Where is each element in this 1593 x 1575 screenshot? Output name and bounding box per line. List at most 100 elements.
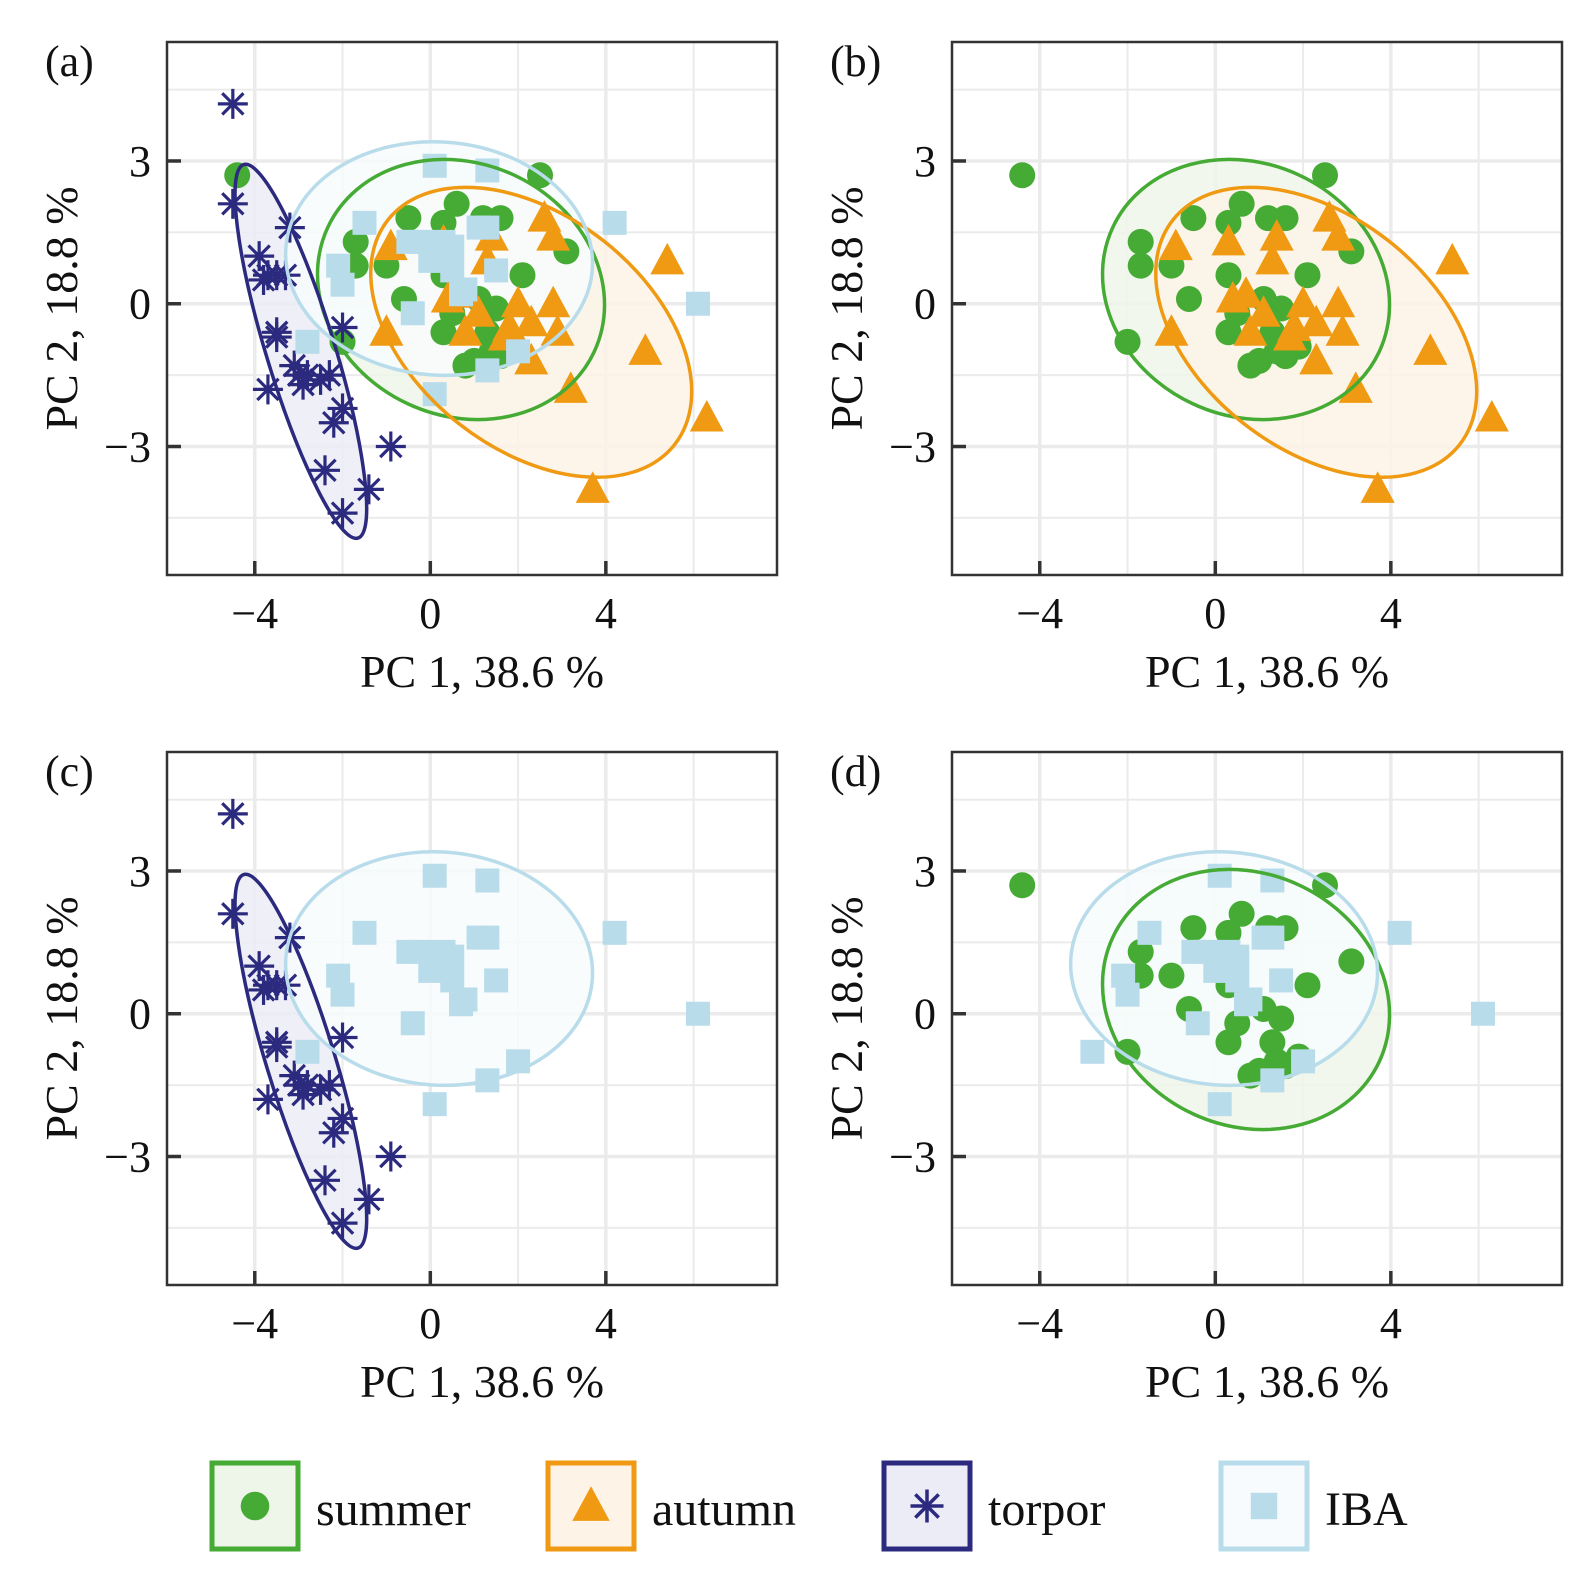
data-point-iba: [352, 210, 377, 235]
plot-content: [1009, 849, 1496, 1132]
data-point-iba: [1387, 920, 1412, 945]
data-point-autumn: [1360, 471, 1395, 503]
data-point-iba: [330, 272, 355, 297]
data-point-iba: [1203, 958, 1228, 983]
x-axis-title: PC 1, 38.6 %: [1145, 646, 1389, 697]
x-axis-title: PC 1, 38.6 %: [360, 646, 604, 697]
data-point-iba: [1207, 1092, 1232, 1117]
data-point-iba: [686, 291, 711, 316]
data-point-iba: [418, 248, 443, 273]
data-point-summer: [1294, 972, 1321, 999]
data-point-summer: [1009, 162, 1036, 189]
data-point-summer: [1180, 205, 1207, 232]
data-point-autumn: [1321, 219, 1356, 251]
panel-b: −4 0 4 3 0 −3 PC 1, 38.6 % PC 2, 18.8 % (b): [821, 37, 1564, 697]
legend-item-summer: summer: [209, 1460, 471, 1552]
data-point-summer: [430, 209, 457, 236]
data-point-iba: [422, 863, 447, 888]
panel-label: (d): [830, 747, 881, 796]
y-tick-label: −3: [104, 423, 151, 472]
data-point-iba: [475, 868, 500, 893]
data-point-torpor: [309, 1165, 340, 1196]
data-point-torpor: [318, 1117, 349, 1148]
data-point-summer: [430, 319, 457, 346]
data-point-summer: [1215, 262, 1242, 289]
data-point-torpor: [305, 1074, 336, 1105]
confidence-ellipse-autumn: [369, 185, 694, 480]
plot-frame: [165, 40, 779, 577]
data-point-autumn: [1325, 314, 1360, 346]
data-point-summer: [1114, 1038, 1141, 1065]
data-point-iba: [352, 920, 377, 945]
plot-frame: [950, 40, 1564, 577]
data-point-iba: [422, 1092, 447, 1117]
data-point-iba: [475, 925, 500, 950]
data-point-autumn: [1299, 304, 1334, 337]
data-point-torpor: [217, 798, 248, 829]
data-point-summer: [1268, 1005, 1295, 1032]
data-point-autumn: [1474, 399, 1509, 432]
y-tick-label: 0: [914, 990, 936, 1039]
data-point-summer: [1127, 938, 1154, 965]
data-point-torpor: [248, 974, 279, 1005]
legend-marker-iba-icon: [1250, 1492, 1278, 1520]
data-point-torpor: [217, 88, 248, 119]
data-point-iba: [1471, 1001, 1496, 1026]
panel-c: −4 0 4 3 0 −3 PC 1, 38.6 % PC 2, 18.8 % (c): [36, 747, 779, 1407]
data-point-autumn: [575, 471, 610, 503]
data-point-summer: [1127, 228, 1154, 255]
data-point-iba: [602, 210, 627, 235]
y-axis-title: PC 2, 18.8 %: [36, 896, 87, 1140]
legend: summer autumn torpor IBA: [209, 1460, 1408, 1552]
data-point-iba: [400, 301, 425, 326]
legend-marker-torpor-icon: [910, 1489, 944, 1523]
x-tick-label: −4: [231, 589, 278, 638]
data-point-summer: [1175, 285, 1202, 312]
data-point-iba: [440, 944, 465, 969]
plot-frame: [950, 750, 1564, 1287]
data-point-torpor: [353, 1184, 384, 1215]
data-point-iba: [295, 329, 320, 354]
y-tick-label: 3: [914, 137, 936, 186]
y-axis-title: PC 2, 18.8 %: [36, 186, 87, 430]
confidence-ellipse-summer: [1100, 867, 1392, 1132]
data-point-iba: [1207, 863, 1232, 888]
x-tick-label: −4: [1016, 1299, 1063, 1348]
confidence-ellipse-autumn: [1154, 185, 1479, 480]
data-point-torpor: [244, 951, 275, 982]
data-point-summer: [1215, 919, 1242, 946]
data-point-autumn: [461, 295, 496, 327]
x-axis-title: PC 1, 38.6 %: [1145, 1356, 1389, 1407]
data-point-iba: [440, 234, 465, 259]
series-iba: [1080, 863, 1496, 1117]
x-tick-label: 0: [1204, 1299, 1226, 1348]
data-point-autumn: [536, 285, 571, 318]
data-point-iba: [1137, 920, 1162, 945]
data-point-autumn: [1338, 371, 1373, 403]
data-point-iba: [686, 1001, 711, 1026]
data-point-torpor: [288, 369, 319, 400]
data-point-iba: [449, 992, 474, 1017]
data-point-torpor: [244, 241, 275, 272]
data-point-torpor: [309, 455, 340, 486]
data-point-summer: [1114, 328, 1141, 355]
legend-label: summer: [316, 1483, 471, 1536]
legend-item-autumn: autumn: [545, 1460, 796, 1552]
legend-label: autumn: [652, 1483, 796, 1536]
data-point-summer: [1180, 915, 1207, 942]
data-point-torpor: [305, 364, 336, 395]
data-point-torpor: [270, 260, 301, 291]
data-point-iba: [1260, 925, 1285, 950]
data-point-summer: [443, 190, 470, 217]
data-point-torpor: [327, 1022, 358, 1053]
x-tick-label: 0: [1204, 589, 1226, 638]
data-point-autumn: [1215, 280, 1250, 313]
data-point-torpor: [288, 1079, 319, 1110]
data-point-torpor: [261, 322, 292, 353]
y-tick-label: 0: [129, 280, 151, 329]
data-point-summer: [1215, 209, 1242, 236]
panel-label: (a): [45, 37, 94, 86]
data-point-torpor: [318, 407, 349, 438]
data-point-iba: [418, 958, 443, 983]
data-point-autumn: [536, 219, 571, 251]
